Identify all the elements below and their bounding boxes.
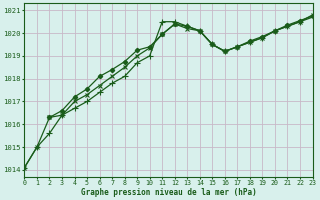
X-axis label: Graphe pression niveau de la mer (hPa): Graphe pression niveau de la mer (hPa) xyxy=(81,188,256,197)
